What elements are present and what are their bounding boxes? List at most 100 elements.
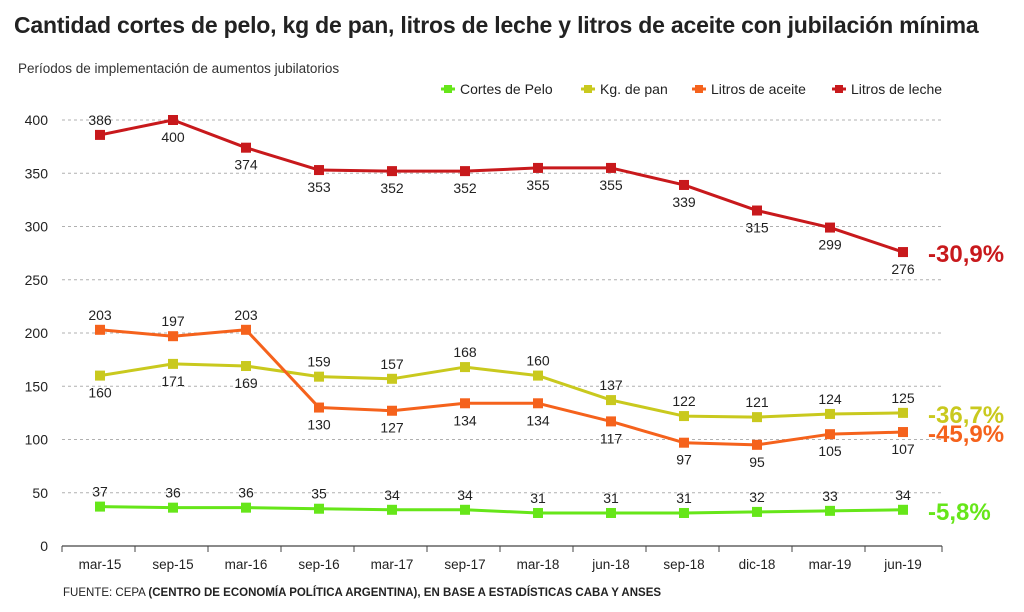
data-label: 134: [526, 412, 550, 428]
data-label: 127: [380, 420, 404, 436]
legend-swatch-marker: [835, 85, 843, 93]
data-label: 315: [745, 220, 769, 236]
legend-label: Kg. de pan: [600, 81, 668, 97]
data-label: 124: [818, 391, 842, 407]
data-label: 137: [599, 377, 623, 393]
chart-subtitle: Períodos de implementación de aumentos j…: [18, 61, 340, 76]
x-tick-label: sep-16: [298, 557, 339, 572]
data-label: 95: [749, 454, 765, 470]
change-label: -45,9%: [928, 421, 1004, 448]
series-litros-de-leche: 386 400 374 353 352 352 355 355 339 315 299 276: [88, 112, 915, 277]
y-tick-label: 300: [25, 219, 49, 235]
data-point: [898, 247, 908, 258]
data-label: 34: [895, 487, 911, 503]
y-tick-label: 350: [25, 165, 49, 181]
x-tick-label: sep-18: [663, 557, 704, 572]
data-point: [168, 502, 178, 513]
data-label: 160: [526, 353, 550, 369]
x-tick-label: sep-17: [444, 557, 485, 572]
data-point: [314, 165, 324, 176]
series-line: [99, 362, 904, 419]
data-label: 35: [311, 486, 327, 502]
data-point: [168, 115, 178, 125]
data-point: [898, 407, 908, 418]
data-point: [533, 370, 543, 381]
source-footer: FUENTE: CEPA (CENTRO DE ECONOMÍA POLÍTIC…: [63, 587, 661, 599]
data-label: 299: [818, 237, 842, 253]
data-point: [241, 142, 251, 153]
data-point: [679, 179, 689, 190]
data-point: [825, 408, 835, 419]
data-point: [606, 395, 616, 406]
data-label: 276: [891, 261, 915, 277]
data-label: 97: [676, 452, 692, 468]
x-tick-label: jun-19: [883, 557, 922, 572]
data-label: 352: [380, 180, 404, 196]
x-tick-label: mar-17: [371, 557, 414, 572]
series-line: [99, 328, 904, 447]
data-label: 353: [307, 179, 331, 195]
data-label: 134: [453, 412, 477, 428]
data-label: 117: [600, 430, 623, 446]
change-labels: -5,8% -36,7%-45,9% -30,9%: [928, 241, 1004, 526]
data-label: 36: [238, 485, 254, 501]
y-axis: 0 50 100 150 200 250 300 350 400: [25, 112, 49, 554]
data-point: [533, 507, 543, 518]
legend-item: Kg. de pan: [581, 81, 668, 97]
data-point: [168, 331, 178, 342]
data-point: [387, 405, 397, 416]
data-label: 125: [891, 390, 915, 406]
change-label: -36,7%: [928, 402, 1004, 429]
data-label: 37: [92, 484, 108, 500]
data-label: 159: [307, 354, 331, 370]
legend-swatch-marker: [695, 85, 703, 93]
legend-swatch-marker: [584, 85, 592, 93]
series-line: [99, 505, 904, 515]
data-label: 107: [891, 441, 915, 457]
source-bold: (CENTRO DE ECONOMÍA POLÍTICA ARGENTINA),…: [148, 587, 662, 599]
data-label: 130: [307, 417, 331, 433]
data-point: [241, 502, 251, 513]
data-label: 122: [672, 393, 696, 409]
data-label: 31: [603, 490, 619, 506]
x-tick-label: mar-16: [225, 557, 268, 572]
data-label: 197: [161, 313, 185, 329]
series-line: [99, 118, 904, 254]
series-kg-de-pan: 160 171 169 159 157 168 160 137 122 121 124 125: [88, 344, 915, 423]
data-label: 34: [457, 487, 473, 503]
series-litros-de-aceite: 203 197 203 130 127 134 134 117 97 95 105 107: [88, 307, 915, 470]
data-point: [825, 429, 835, 440]
data-label: 386: [88, 112, 112, 128]
data-point: [533, 162, 543, 173]
source-prefix: FUENTE: CEPA: [63, 587, 149, 599]
y-tick-label: 0: [40, 538, 48, 554]
legend-label: Litros de leche: [851, 81, 942, 97]
data-label: 203: [88, 307, 112, 323]
legend-item: Cortes de Pelo: [441, 81, 553, 97]
y-tick-label: 400: [25, 112, 49, 128]
data-label: 355: [526, 177, 550, 193]
data-point: [314, 371, 324, 382]
x-tick-label: mar-15: [79, 557, 122, 572]
data-label: 31: [530, 490, 546, 506]
series-cortes-de-pelo: 37 36 36 35 34 34 31 31 31 32 33 34: [92, 484, 911, 518]
data-point: [314, 503, 324, 514]
legend: Cortes de Pelo Kg. de pan Litros de aceite…: [441, 81, 942, 97]
data-point: [533, 398, 543, 409]
data-point: [387, 504, 397, 515]
data-point: [241, 324, 251, 335]
data-label: 355: [599, 177, 623, 193]
chart-title: Cantidad cortes de pelo, kg de pan, litr…: [14, 12, 979, 38]
data-point: [460, 398, 470, 409]
data-label: 31: [676, 490, 692, 506]
x-axis: mar-15 sep-15 mar-16 sep-16 mar-17 sep-17 mar-…: [61, 545, 943, 572]
data-point: [95, 324, 105, 335]
data-point: [241, 361, 251, 372]
data-point: [95, 129, 105, 140]
legend-item: Litros de leche: [832, 81, 942, 97]
data-point: [95, 370, 105, 381]
data-label: 169: [234, 375, 258, 391]
legend-label: Cortes de Pelo: [460, 81, 553, 97]
data-point: [460, 504, 470, 515]
